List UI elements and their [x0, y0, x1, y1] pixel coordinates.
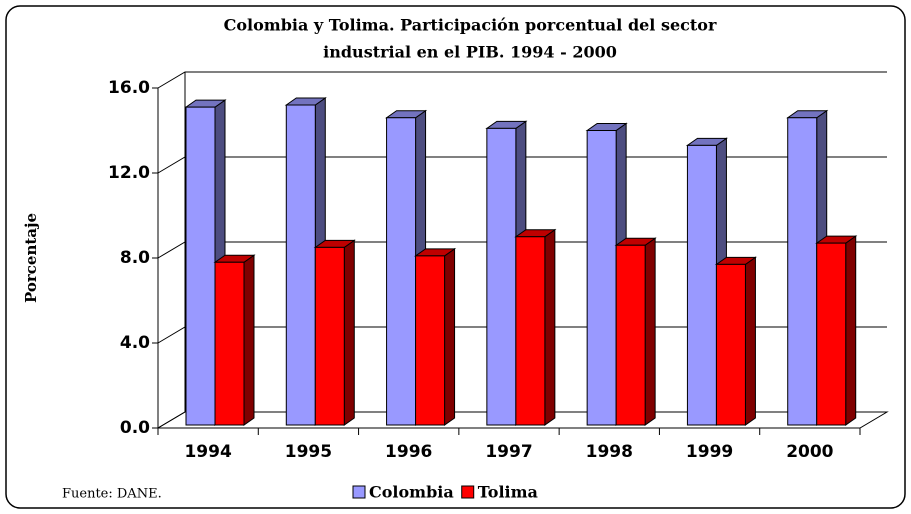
- x-tick-label: 1995: [285, 442, 332, 462]
- source-note: Fuente: DANE.: [62, 487, 162, 502]
- bar: [815, 235, 858, 426]
- bar-front: [214, 261, 245, 426]
- bar-front: [715, 263, 746, 426]
- x-tick-label: 1998: [586, 442, 633, 462]
- y-axis-label: Porcentaje: [22, 213, 40, 303]
- bar-front: [586, 130, 617, 426]
- bar-side: [444, 247, 456, 426]
- bar-front: [615, 244, 646, 426]
- bar-side: [544, 228, 556, 426]
- chart-title: Colombia y Tolima. Participación porcent…: [224, 16, 717, 35]
- legend-label: Colombia: [369, 483, 454, 502]
- bar-side: [644, 237, 656, 426]
- bar-front: [816, 242, 847, 426]
- bar-front: [787, 117, 818, 426]
- bar-front: [386, 117, 417, 426]
- bar-front: [314, 246, 345, 426]
- legend-label: Tolima: [478, 483, 538, 502]
- y-tick-label: 12.0: [108, 163, 150, 183]
- bar-side: [343, 239, 355, 426]
- bar-front: [285, 104, 316, 426]
- grid-line: [157, 156, 887, 174]
- x-tick-label: 1997: [485, 442, 532, 462]
- y-tick-label: 0.0: [120, 418, 150, 438]
- bar: [213, 254, 256, 426]
- chart-subtitle: industrial en el PIB. 1994 - 2000: [323, 43, 617, 62]
- y-tick-label: 8.0: [120, 248, 150, 268]
- bar: [413, 247, 457, 426]
- bar-front: [486, 127, 517, 426]
- bar-side: [243, 254, 255, 426]
- x-tick-label: 1996: [385, 442, 432, 462]
- bar: [514, 228, 557, 426]
- bar-front: [415, 255, 446, 426]
- bar-front: [515, 236, 546, 426]
- y-tick-label: 4.0: [120, 333, 150, 353]
- bar: [614, 237, 657, 426]
- bar-side: [845, 235, 857, 426]
- legend-swatch: [461, 485, 475, 499]
- legend-swatch: [352, 485, 366, 499]
- bar-front: [185, 106, 216, 426]
- x-tick-label: 1999: [686, 442, 733, 462]
- bar: [714, 256, 758, 426]
- bar-front: [686, 144, 717, 426]
- grid-line: [157, 71, 887, 89]
- x-tick-label: 2000: [786, 442, 833, 462]
- bar-side: [744, 256, 756, 426]
- y-tick-label: 16.0: [108, 78, 150, 98]
- bar: [313, 239, 356, 426]
- x-tick-label: 1994: [184, 442, 231, 462]
